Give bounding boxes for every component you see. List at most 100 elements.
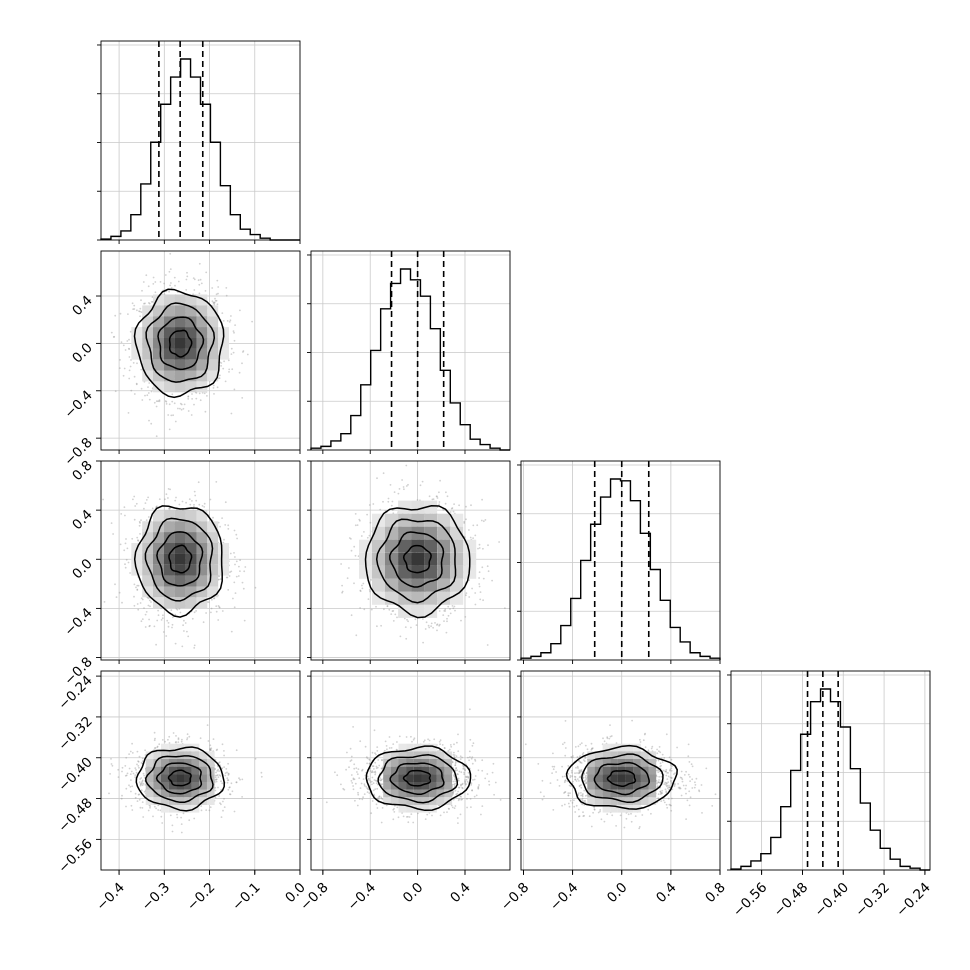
sample-point xyxy=(145,499,148,501)
sample-point xyxy=(123,367,126,370)
sample-point xyxy=(152,283,155,285)
density-cell xyxy=(196,564,208,576)
sample-point xyxy=(238,371,241,374)
sample-point xyxy=(130,389,133,392)
sample-point xyxy=(360,535,363,537)
sample-point xyxy=(376,625,378,628)
sample-point xyxy=(148,398,151,401)
sample-point xyxy=(404,626,407,628)
panels-layer: −0.4 −0.3 −0.2 −0.1 0.0−0.8 −0.4 0.0 0.4 −0.8 −0.… xyxy=(55,40,934,920)
sample-point xyxy=(232,330,235,332)
sample-point xyxy=(220,816,223,818)
sample-point xyxy=(114,390,117,393)
sample-point xyxy=(157,614,160,617)
sample-point xyxy=(124,765,127,767)
sample-point xyxy=(363,531,365,533)
sample-point xyxy=(354,554,357,557)
sample-point xyxy=(131,302,134,305)
sample-point xyxy=(145,519,148,521)
sample-point xyxy=(162,614,164,617)
sample-point xyxy=(217,292,219,295)
density-cell xyxy=(207,370,219,382)
density-cell xyxy=(153,586,164,598)
sample-point xyxy=(183,630,185,632)
sample-point xyxy=(214,297,216,300)
sample-point xyxy=(213,393,215,395)
panel-frame xyxy=(100,40,301,241)
sample-point xyxy=(171,626,173,629)
sample-point xyxy=(198,262,201,265)
sample-point xyxy=(439,479,441,482)
histogram-panel-0 xyxy=(97,40,301,241)
sample-point xyxy=(128,338,130,341)
sample-point xyxy=(167,625,170,628)
sample-point xyxy=(178,503,181,506)
sample-point xyxy=(102,498,104,501)
density-cell xyxy=(450,513,464,527)
sample-point xyxy=(133,595,135,598)
sample-point xyxy=(233,606,236,609)
sample-point xyxy=(223,538,225,541)
sample-point xyxy=(217,286,220,288)
density-cell xyxy=(385,513,398,527)
sample-point xyxy=(469,536,472,539)
sample-point xyxy=(472,524,475,527)
sample-point xyxy=(444,502,447,505)
sample-point xyxy=(142,816,145,818)
sample-point xyxy=(254,586,257,589)
sample-point xyxy=(162,631,165,633)
sample-point xyxy=(213,301,216,304)
sample-point xyxy=(478,583,481,585)
sample-point xyxy=(453,503,455,505)
sample-point xyxy=(133,375,136,378)
sample-point xyxy=(235,533,238,536)
sample-point xyxy=(361,587,364,590)
sample-point xyxy=(141,618,144,620)
sample-point xyxy=(434,622,436,624)
sample-point xyxy=(397,492,400,495)
sample-point xyxy=(203,506,206,508)
sample-point xyxy=(212,301,215,304)
sample-point xyxy=(372,503,375,505)
histogram-panel-3 xyxy=(727,670,931,871)
sample-point xyxy=(173,276,176,279)
density-cell xyxy=(185,586,197,598)
sample-point xyxy=(442,614,445,616)
sample-point xyxy=(157,809,160,811)
sample-point xyxy=(217,619,220,621)
sample-point xyxy=(211,300,214,303)
sample-point xyxy=(221,517,224,519)
sample-point xyxy=(235,560,238,563)
sample-point xyxy=(114,583,116,586)
sample-point xyxy=(179,611,182,614)
sample-point xyxy=(443,610,446,612)
sample-point xyxy=(430,625,432,628)
sample-point xyxy=(136,800,139,802)
density-cell xyxy=(207,553,219,565)
sample-point xyxy=(478,571,481,574)
sample-point xyxy=(487,570,490,573)
sample-point xyxy=(225,294,228,297)
sample-point xyxy=(123,506,126,509)
sample-point xyxy=(362,582,365,585)
sample-point xyxy=(238,565,240,568)
sample-point xyxy=(187,395,190,398)
density-cell xyxy=(153,348,164,360)
sample-point xyxy=(370,579,373,581)
sample-point xyxy=(410,626,412,629)
sample-point xyxy=(149,605,151,608)
sample-point xyxy=(233,331,235,334)
sample-point xyxy=(136,763,138,766)
sample-point xyxy=(446,617,448,620)
sample-point xyxy=(197,481,200,484)
sample-point xyxy=(355,634,358,637)
density-cell xyxy=(153,553,164,565)
sample-point xyxy=(211,598,213,601)
density-cell xyxy=(185,348,197,360)
sample-point xyxy=(144,626,147,628)
density-cell xyxy=(411,552,425,566)
sample-point xyxy=(140,368,143,371)
sample-point xyxy=(129,572,132,574)
sample-point xyxy=(132,498,134,501)
sample-point xyxy=(213,302,216,304)
